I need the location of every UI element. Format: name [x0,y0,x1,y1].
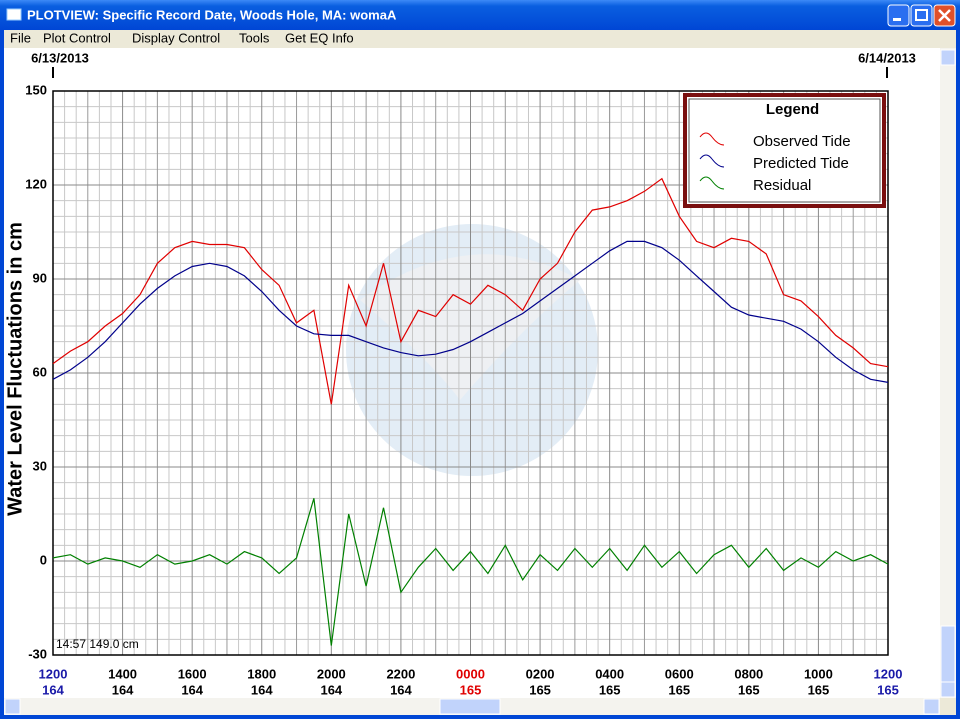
menu-item[interactable]: Tools [239,30,270,45]
x-tick-label: 0400 [595,666,624,681]
x-tick-day: 164 [42,682,64,697]
series-line [52,177,889,405]
legend-swatch [699,176,725,190]
y-tick-label: 120 [25,176,47,191]
date-end: 6/14/2013 [858,50,916,65]
legend-label: Predicted Tide [753,155,849,172]
legend-title: Legend [766,101,819,118]
x-tick-label: 2200 [386,666,415,681]
menu-item[interactable]: Plot Control [43,30,111,45]
x-tick-label: 2000 [317,666,346,681]
scroll-right[interactable] [923,698,940,715]
x-tick-label: 1200 [874,666,903,681]
x-tick-day: 164 [181,682,203,697]
y-tick-label: -30 [28,646,47,661]
x-tick-label: 1000 [804,666,833,681]
x-tick-day: 165 [668,682,690,697]
x-tick-day: 164 [112,682,134,697]
y-axis-label: Water Level Fluctuations in cm [4,222,26,516]
menu-item[interactable]: Get EQ Info [285,30,354,45]
legend-swatch [699,154,725,168]
y-tick-label: 90 [33,270,47,285]
legend-label: Observed Tide [753,133,851,150]
y-tick-label: 30 [33,458,47,473]
x-tick-day: 165 [877,682,899,697]
y-tick-label: 150 [25,82,47,97]
x-tick-day: 165 [738,682,760,697]
x-tick-label: 0800 [734,666,763,681]
menu-item[interactable]: Display Control [132,30,220,45]
x-tick-day: 164 [390,682,412,697]
close-icon [938,9,951,22]
x-tick-day: 165 [460,682,482,697]
window-title: PLOTVIEW: Specific Record Date, Woods Ho… [27,7,397,22]
y-tick-label: 60 [33,364,47,379]
plot-frame [52,90,889,656]
scroll-thumb[interactable] [940,625,956,683]
x-tick-label: 0000 [456,666,485,681]
legend-inner [688,98,881,203]
series-line [52,240,889,383]
maximize-icon [915,9,928,21]
scroll-up[interactable] [940,49,956,66]
x-tick-day: 165 [808,682,830,697]
menu-bar [4,30,956,48]
x-tick-label: 1600 [178,666,207,681]
app-icon [6,8,22,21]
x-tick-label: 1400 [108,666,137,681]
series-line [52,498,889,646]
title-bar [0,0,960,30]
x-tick-day: 164 [251,682,273,697]
date-start: 6/13/2013 [31,50,89,65]
minimize-icon [893,18,901,21]
x-tick-label: 0200 [526,666,555,681]
y-tick-label: 0 [40,552,47,567]
x-tick-label: 0600 [665,666,694,681]
menu-item[interactable]: File [10,30,31,45]
legend-swatch [699,132,725,146]
maximize-button[interactable] [910,4,933,27]
minimize-button[interactable] [887,4,910,27]
vertical-scrollbar[interactable] [940,48,956,698]
x-tick-label: 1800 [247,666,276,681]
legend-label: Residual [753,177,811,194]
x-tick-day: 165 [599,682,621,697]
status-readout: 14:57 149.0 cm [56,637,139,651]
size-grip [940,698,956,715]
scroll-left[interactable] [4,698,21,715]
scroll-down[interactable] [940,681,956,698]
hscroll-thumb[interactable] [439,698,501,715]
x-tick-day: 164 [320,682,342,697]
x-tick-day: 165 [529,682,551,697]
x-tick-label: 1200 [39,666,68,681]
